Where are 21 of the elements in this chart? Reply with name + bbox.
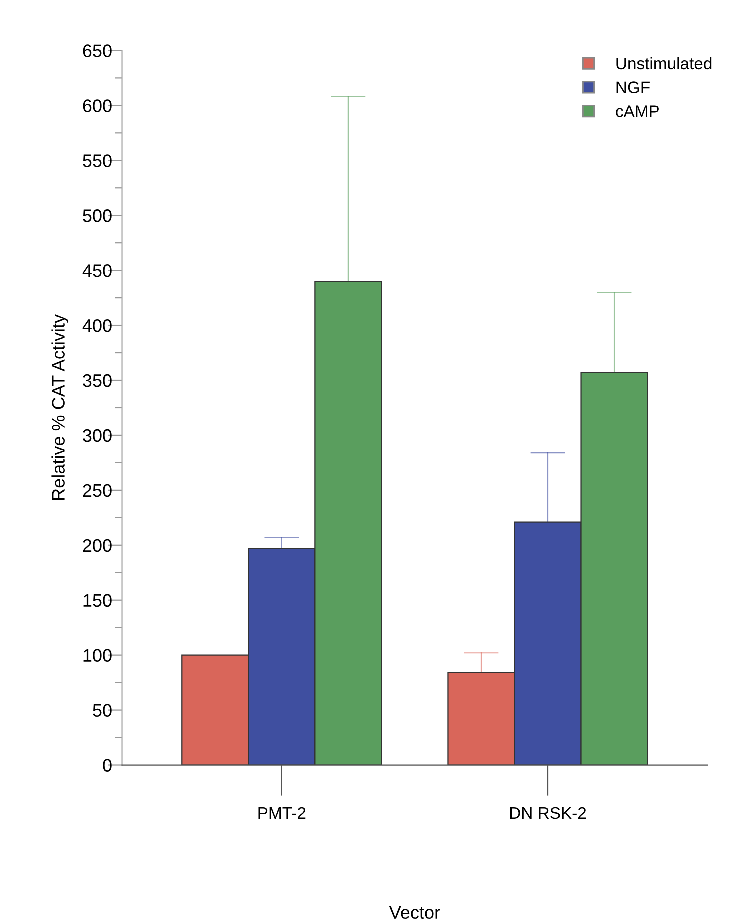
y-axis-title: Relative % CAT Activity [52,314,69,500]
y-tick-label: 450 [82,264,112,278]
y-tick-label: 650 [83,44,112,58]
legend-label: Unstimulated [616,57,712,70]
y-tick-label: 50 [93,704,112,718]
y-tick-label: 550 [83,154,112,168]
y-tick-label: 350 [83,374,112,388]
x-axis-title: Vector [389,906,440,920]
x-tick-label: DN RSK-2 [510,807,586,820]
y-tick-label: 0 [103,759,112,772]
y-tick-label: 250 [83,484,112,498]
y-tick-label: 100 [84,649,112,662]
y-tick-label: 400 [82,319,112,332]
y-tick-label: 600 [83,100,112,112]
legend-label: NGF [616,82,650,94]
y-tick-label: 200 [83,539,112,552]
legend-label: cAMP [616,106,660,118]
y-tick-label: 150 [84,594,112,608]
x-tick-label: PMT-2 [258,807,306,820]
y-tick-label: 300 [83,429,112,442]
y-tick-label: 500 [83,210,112,222]
